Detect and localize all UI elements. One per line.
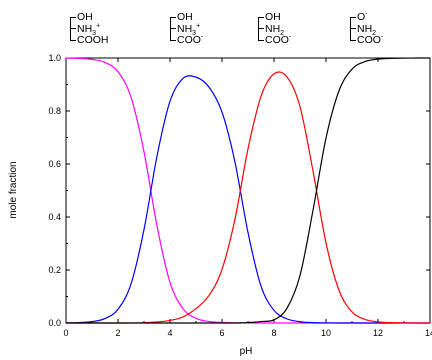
species-text: O	[357, 11, 366, 23]
species-subscript: 2	[372, 29, 377, 37]
species-label-3: OH NH2 COO-	[258, 11, 292, 47]
y-tick-label: 0.0	[48, 318, 61, 328]
x-tick-label: 0	[63, 328, 68, 338]
x-tick-label: 2	[115, 328, 120, 338]
y-tick-label: 0.6	[48, 159, 61, 169]
y-tick-label: 0.2	[48, 265, 61, 275]
species-text: COO	[357, 34, 381, 46]
x-tick-label: 10	[321, 328, 331, 338]
series-line-1	[65, 57, 430, 324]
y-axis-label: mole fraction	[8, 161, 19, 218]
axes: 0 2 4 6 8 10 12 14 0.0 0.2 0.4 0.6 0.8 1.0	[48, 53, 432, 338]
species-label-1: OH NH3+ COOH	[70, 11, 109, 47]
x-tick-label: 12	[373, 328, 383, 338]
species-subscript: 2	[280, 29, 285, 37]
species-superscript: -	[200, 33, 204, 41]
species-text: NH	[77, 22, 93, 35]
x-axis-label: pH	[240, 346, 253, 357]
y-tick-label: 0.8	[48, 106, 61, 116]
species-subscript: 3	[192, 29, 197, 37]
species-text: COO	[265, 34, 289, 46]
x-tick-label: 14	[425, 328, 432, 338]
species-text: COOH	[77, 34, 109, 46]
x-tick-label: 4	[167, 328, 172, 338]
series-line-4	[66, 57, 431, 324]
species-text: NH	[265, 22, 281, 35]
species-text: OH	[77, 11, 93, 23]
species-text: OH	[265, 11, 281, 23]
series-lines	[65, 57, 431, 324]
x-tick-label: 6	[219, 328, 224, 338]
y-tick-label: 1.0	[48, 53, 61, 63]
species-superscript: +	[96, 22, 101, 29]
x-tick-label: 8	[271, 328, 276, 338]
species-label-4: O- NH2 COO-	[350, 10, 384, 47]
series-line-2	[65, 75, 430, 324]
species-text: NH	[357, 22, 373, 35]
y-tick-label: 0.4	[48, 212, 61, 222]
species-label-2: OH NH3+ COO-	[170, 11, 204, 47]
species-superscript: -	[380, 33, 384, 41]
species-text: COO	[177, 34, 201, 46]
species-superscript: +	[196, 22, 201, 29]
species-text: NH	[177, 22, 193, 35]
species-text: OH	[177, 11, 193, 23]
plot-frame	[65, 57, 431, 324]
species-superscript: -	[365, 10, 368, 18]
species-subscript: 3	[92, 29, 97, 37]
series-line-3	[66, 71, 431, 324]
species-superscript: -	[288, 33, 292, 41]
